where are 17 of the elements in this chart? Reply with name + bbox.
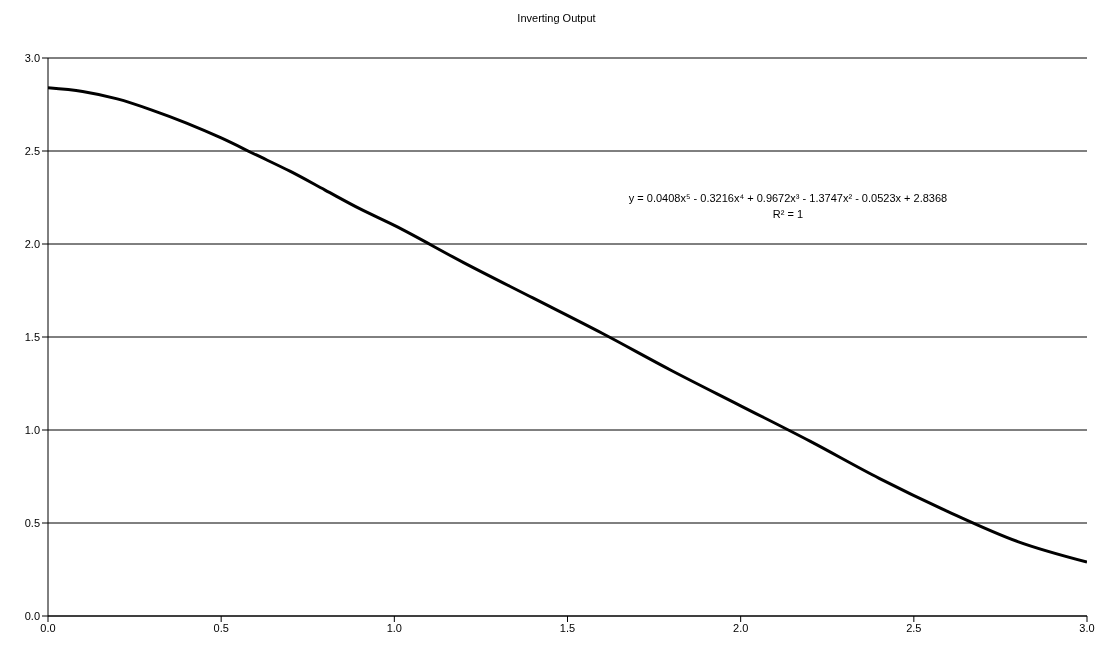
y-tick-label: 2.5 bbox=[24, 144, 40, 157]
y-tick-label: 0.0 bbox=[24, 609, 40, 622]
y-tick-label: 1.5 bbox=[24, 330, 40, 343]
y-tick-label: 0.5 bbox=[24, 516, 40, 529]
y-tick-label: 1.0 bbox=[24, 423, 40, 436]
y-tick-label: 2.0 bbox=[24, 237, 40, 250]
x-tick-label: 3.0 bbox=[1079, 621, 1095, 634]
chart-title: Inverting Output bbox=[516, 12, 597, 24]
x-tick-label: 0.0 bbox=[40, 621, 56, 634]
x-tick-label: 2.5 bbox=[906, 621, 922, 634]
x-tick-label: 1.5 bbox=[559, 621, 576, 634]
x-tick-label: 1.0 bbox=[386, 621, 402, 634]
y-tick-label: 3.0 bbox=[24, 51, 40, 64]
x-tick-label: 0.5 bbox=[213, 621, 229, 634]
annotation: R² = 1 bbox=[771, 207, 805, 222]
x-tick-label: 2.0 bbox=[733, 621, 749, 634]
annotation: y = 0.0408x⁵ - 0.3216x⁴ + 0.9672x³ - 1.3747x² - 0.0523x + 2.8368 bbox=[627, 191, 949, 206]
